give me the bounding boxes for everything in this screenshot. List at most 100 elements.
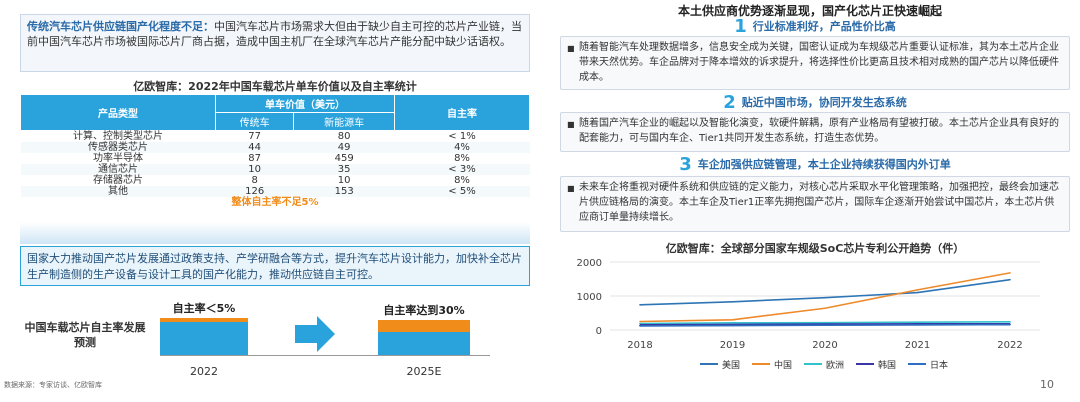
table-summary: 整体自主率不足5%	[20, 197, 530, 208]
cell-ev: 10	[337, 175, 351, 186]
point-1-number: 1	[734, 16, 747, 37]
x-tick-label: 2018	[627, 340, 652, 351]
cell-rate: 4%	[394, 142, 530, 153]
bar-2022	[160, 322, 248, 355]
data-point	[731, 324, 734, 327]
cell-product: 计算、控制类型芯片	[73, 131, 163, 142]
down-arrow-band	[20, 222, 530, 244]
bar-2025	[378, 332, 470, 355]
legend-label: 欧洲	[826, 359, 844, 371]
point-2-heading: 2 贴近中国市场，协同开发生态系统	[560, 92, 1070, 113]
table-row: 功率半导体 87 459 8%	[21, 153, 530, 164]
forecast-axis	[160, 355, 490, 356]
cell-ev: 153	[293, 186, 395, 197]
legend-label: 日本	[930, 359, 948, 371]
data-point	[1009, 323, 1011, 326]
y-tick-label: 0	[596, 326, 602, 337]
col-header-ev: 新能源车	[293, 112, 395, 131]
table-row: 存储器芯片 8 10 8%	[21, 175, 530, 186]
source-note: 数据来源：专家访谈、亿欧智库	[4, 381, 102, 389]
x-tick-label: 2021	[905, 340, 930, 351]
forecast-label: 中国车载芯片自主率发展预测	[24, 321, 146, 349]
cell-product: 功率半导体	[93, 153, 143, 164]
year-2025-label: 2025E	[406, 365, 442, 378]
data-point	[639, 322, 641, 325]
cell-fuel: 10	[215, 164, 294, 175]
point-2-body: 随着国产汽车企业的崛起以及智能化演变，软硬件解耦，原有产业格局有望被打破。本土芯…	[579, 118, 1059, 144]
legend-label: 美国	[722, 359, 740, 371]
data-point	[731, 319, 734, 321]
data-point	[916, 321, 919, 323]
point-2-box: ■ 随着国产汽车企业的崛起以及智能化演变，软硬件解耦，原有产业格局有望被打破。本…	[560, 112, 1070, 152]
cell-rate: < 3%	[394, 164, 530, 175]
chip-value-table: 产品类型 单车价值（美元） 自主率 传统车 新能源车 计算、控制类型芯片 77 …	[20, 94, 530, 208]
cell-ev: 49	[293, 142, 395, 153]
data-point	[1009, 278, 1011, 281]
cell-rate: < 5%	[394, 186, 530, 197]
data-point	[824, 321, 826, 324]
cell-ev: 35	[293, 164, 395, 175]
data-point	[824, 307, 826, 310]
point-3-box: ■ 未来车企将重视对硬件系统和供应链的定义能力，对核心芯片采取水平化管理策略，加…	[560, 176, 1070, 232]
cell-rate: 8%	[454, 175, 470, 186]
data-point	[1009, 321, 1011, 323]
data-point	[824, 324, 826, 327]
point-1-heading: 1 行业标准利好，产品性价比高	[560, 16, 1070, 37]
col-header-value: 单车价值（美元）	[215, 94, 395, 113]
bullet-icon: ■	[567, 184, 575, 193]
legend-label: 中国	[774, 359, 792, 371]
intro-textbox: 传统汽车芯片供应链国产化程度不足：中国汽车芯片市场需求大但由于缺少自主可控的芯片…	[20, 14, 530, 72]
point-3-body: 未来车企将重视对硬件系统和供应链的定义能力，对核心芯片采取水平化管理策略，加强把…	[579, 182, 1059, 223]
point-3-heading: 3 车企加强供应链管理，本土企业持续获得国内外订单	[560, 154, 1070, 175]
cell-product: 存储器芯片	[93, 175, 143, 186]
data-point	[1009, 272, 1011, 274]
point-2-title: 贴近中国市场，协同开发生态系统	[741, 96, 907, 109]
point-2-number: 2	[723, 92, 736, 113]
table-row: 计算、控制类型芯片 77 80 < 1%	[21, 131, 530, 143]
data-point	[824, 296, 826, 299]
cell-product: 传感器类芯片	[20, 142, 216, 153]
x-tick-label: 2020	[812, 340, 837, 351]
bar-2022-label: 自主率＜5%	[172, 302, 236, 315]
data-point	[639, 325, 641, 327]
policy-textbox: 国家大力推动国产芯片发展通过政策支持、产学研融合等方式，提升汽车芯片设计能力，加…	[20, 246, 530, 286]
cell-fuel: 87	[248, 153, 262, 164]
data-point	[916, 289, 919, 291]
data-point	[731, 322, 734, 324]
cell-product: 通信芯片	[20, 164, 216, 175]
intro-body: 中国汽车芯片市场需求大但由于缺少自主可控的芯片产业链，当前中国汽车芯片市场被国际…	[27, 20, 522, 48]
patent-line-chart: 0 1000 2000 2018 2019 2020 2021 2022 美国 中国 欧洲 韩国 日本	[577, 258, 1040, 371]
data-point	[916, 324, 919, 326]
data-point	[916, 291, 919, 294]
cell-fuel: 44	[215, 142, 294, 153]
cell-fuel: 77	[248, 131, 262, 142]
y-tick-label: 1000	[577, 292, 602, 303]
legend-label: 韩国	[878, 359, 896, 371]
data-point	[731, 300, 734, 303]
table-title: 亿欧智库：2022年中国车载芯片单车价值以及自主率统计	[133, 80, 417, 93]
chart-title: 亿欧智库：全球部分国家车规级SoC芯片专利公开趋势（件）	[665, 242, 965, 255]
year-2022-label: 2022	[190, 365, 218, 378]
bullet-icon: ■	[567, 44, 575, 53]
bullet-icon: ■	[567, 120, 575, 129]
table-row: 传感器类芯片 44 49 4%	[20, 142, 530, 153]
col-header-fuel: 传统车	[214, 112, 295, 131]
page-number: 10	[1040, 378, 1054, 391]
point-1-box: ■ 随着智能汽车处理数据增多，信息安全成为关键，国密认证成为车规级芯片重要认证标…	[560, 36, 1070, 90]
cell-ev: 80	[337, 131, 351, 142]
point-1-title: 行业标准利好，产品性价比高	[752, 20, 896, 33]
data-point	[639, 304, 641, 306]
data-point	[639, 320, 641, 323]
cell-ev: 459	[334, 153, 354, 164]
point-3-title: 车企加强供应链管理，本土企业持续获得国内外订单	[697, 158, 951, 171]
right-title: 本土供应商优势逐渐显现，国产化芯片正快速崛起	[677, 4, 942, 18]
cell-rate: < 1%	[448, 131, 476, 142]
y-tick-label: 2000	[577, 258, 602, 269]
cell-rate: 8%	[454, 153, 470, 164]
col-header-product: 产品类型	[20, 94, 216, 131]
bar-2025-label: 自主率达到30%	[383, 304, 465, 317]
x-tick-label: 2019	[720, 340, 745, 351]
x-tick-label: 2022	[997, 340, 1022, 351]
cell-fuel: 126	[215, 186, 294, 197]
point-1-body: 随着智能汽车处理数据增多，信息安全成为关键，国密认证成为车规级芯片重要认证标准，…	[579, 42, 1059, 83]
